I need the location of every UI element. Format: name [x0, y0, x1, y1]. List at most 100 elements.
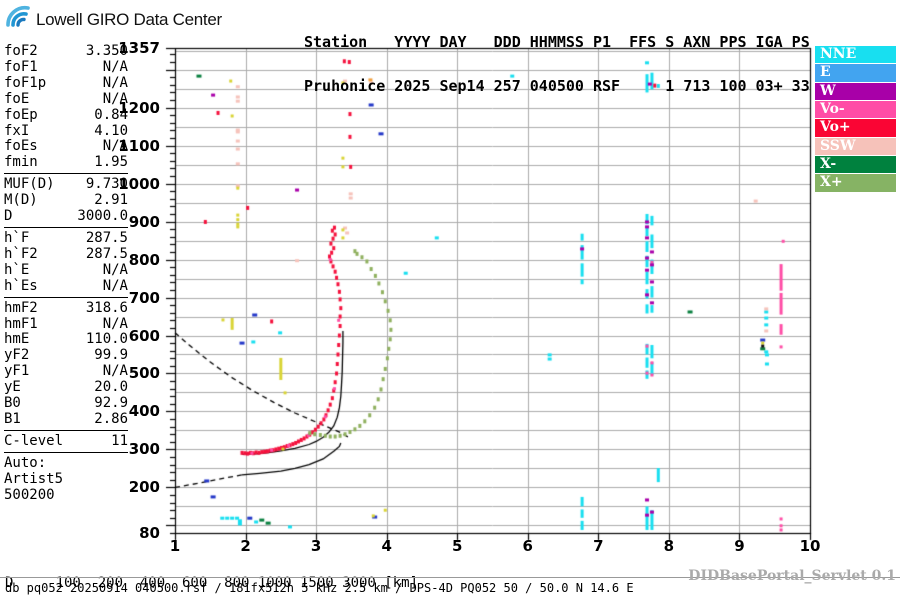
param-label: h`F2	[4, 245, 38, 262]
param-separator	[4, 429, 128, 431]
param-row-fxi: fxI 4.10	[4, 122, 128, 140]
param-value: N/A	[102, 363, 128, 380]
x-tick-label-1: 1	[169, 537, 181, 555]
y-tick-label-400: 400	[128, 402, 160, 421]
param-row-ye: yE 20.0	[4, 379, 128, 396]
param-row-foes: foEs N/A	[4, 139, 128, 155]
param-label: MUF(D)	[4, 176, 55, 193]
x-tick-label-5: 5	[452, 537, 463, 555]
x-tick-label-10: 10	[799, 537, 821, 555]
param-row-hmf2: hmF2 318.6	[4, 299, 128, 317]
x-tick-label-4: 4	[381, 537, 392, 555]
param-label: foF2	[4, 43, 38, 59]
param-row-he: h`E N/A	[4, 261, 128, 279]
station-header: Station YYYY DAY DDD HHMMSS P1 FFS S AXN…	[304, 6, 810, 122]
param-value: 287.5	[85, 229, 128, 246]
footer-divider	[0, 577, 900, 578]
y-tick-label-1200: 1200	[118, 98, 160, 117]
param-value: 20.0	[94, 379, 128, 396]
param-label: B0	[4, 395, 21, 412]
param-value: N/A	[102, 261, 128, 278]
param-value: N/A	[102, 58, 128, 75]
param-label: M(D)	[4, 192, 38, 209]
y-tick-label-700: 700	[128, 288, 160, 307]
param-label: fxI	[4, 122, 30, 139]
param-row-hf2: h`F2 287.5	[4, 245, 128, 263]
y-tick-label-500: 500	[128, 364, 160, 383]
param-label: C-level	[4, 432, 64, 449]
y-tick-label-1000: 1000	[118, 174, 160, 193]
param-row-hf: h`F 287.5	[4, 229, 128, 247]
param-label: h`E	[4, 261, 30, 278]
y-tick-label-300: 300	[128, 440, 160, 459]
param-label: yE	[4, 379, 21, 396]
param-label: hmF2	[4, 299, 38, 316]
y-tick-label-1100: 1100	[118, 136, 160, 155]
giro-logo: Lowell GIRO Data Center	[6, 5, 222, 34]
param-row-yf1: yF1 N/A	[4, 363, 128, 380]
param-row-fmin: fmin 1.95	[4, 154, 128, 171]
param-value: 3000.0	[77, 208, 128, 225]
param-value: 318.6	[85, 299, 128, 316]
param-row-b0: B0 92.9	[4, 395, 128, 412]
param-separator	[4, 173, 128, 175]
param-value: 287.5	[85, 245, 128, 262]
x-tick-label-6: 6	[522, 537, 533, 555]
param-label: h`F	[4, 229, 30, 246]
legend-item-vo: Vo-	[815, 101, 896, 119]
y-tick-label-600: 600	[128, 326, 160, 345]
param-row-fof1: foF1 N/A	[4, 58, 128, 76]
param-label: foF1	[4, 58, 38, 75]
param-value: 1.95	[94, 154, 128, 171]
param-separator	[4, 226, 128, 228]
param-separator	[4, 451, 128, 453]
param-label: yF2	[4, 347, 30, 364]
param-separator	[4, 296, 128, 298]
x-tick-label-7: 7	[593, 537, 604, 555]
autoscaling-info-line: 500200	[4, 486, 55, 503]
param-value: 4.10	[94, 122, 128, 139]
legend-item-x: X-	[815, 156, 896, 174]
y-tick-label-200: 200	[128, 478, 160, 497]
param-label: yF1	[4, 363, 30, 380]
giro-logo-icon	[6, 5, 33, 34]
param-row-md: M(D) 2.91	[4, 192, 128, 209]
param-label: hmE	[4, 331, 30, 348]
param-label: foEs	[4, 138, 38, 155]
y-tick-label-900: 900	[128, 212, 160, 231]
y-tick-label-80: 80	[139, 524, 160, 542]
param-value: 92.9	[94, 395, 128, 412]
param-value: 11	[111, 432, 128, 449]
param-value: N/A	[102, 90, 128, 107]
param-row-yf2: yF2 99.9	[4, 347, 128, 364]
param-value: 99.9	[94, 347, 128, 364]
logo-title: Lowell GIRO Data Center	[36, 9, 222, 29]
legend-item-nne: NNE	[815, 46, 896, 64]
x-tick-label-8: 8	[663, 537, 675, 555]
legend-item-vo: Vo+	[815, 119, 896, 137]
param-row-fof2: foF2 3.350	[4, 43, 128, 60]
param-row-mufd: MUF(D) 9.730	[4, 176, 128, 193]
param-row-d: D 3000.0	[4, 208, 128, 225]
param-row-b1: B1 2.86	[4, 410, 128, 428]
param-value: N/A	[102, 315, 128, 332]
param-value: 9.730	[85, 176, 128, 193]
param-label: foE	[4, 90, 30, 107]
param-label: D	[4, 208, 13, 225]
d-muf-table: D 100 200 400 600 800 1000 1500 3000 [km…	[5, 553, 426, 600]
parameter-panel: foF2 3.350 foF1 N/A foF1p N/A foE N/A foEp 0.84 fx…	[4, 43, 128, 503]
param-value: 0.84	[94, 106, 128, 123]
station-header-columns: Station YYYY DAY DDD HHMMSS P1 FFS S AXN…	[304, 33, 810, 51]
param-value: 2.86	[94, 410, 128, 427]
autoscaling-info-line: Auto:	[4, 454, 47, 471]
param-label: h`Es	[4, 277, 38, 294]
param-label: fmin	[4, 154, 38, 171]
param-value: 3.350	[85, 43, 128, 59]
status-bar: db pq052 20250914 040500.rsf / 181fx512h…	[5, 581, 634, 595]
x-tick-label-2: 2	[240, 537, 251, 555]
x-tick-label-9: 9	[734, 537, 745, 555]
legend-item-e: E	[815, 64, 896, 82]
param-row-hes: h`Es N/A	[4, 277, 128, 295]
